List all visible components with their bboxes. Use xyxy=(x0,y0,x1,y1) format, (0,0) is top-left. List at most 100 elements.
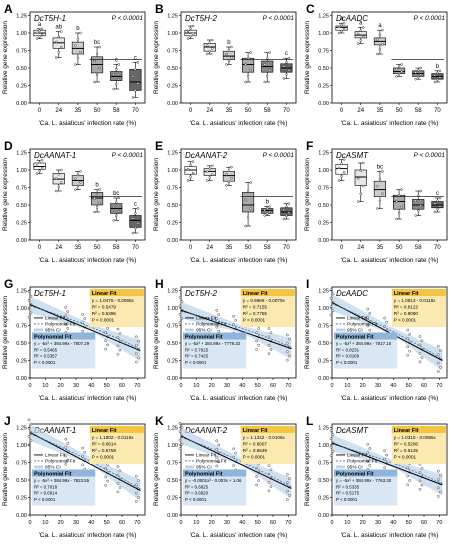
plot-frame xyxy=(29,11,146,104)
y-tick-label: 0.75 xyxy=(16,324,27,330)
poly-fit-title: Polynomial Fit xyxy=(34,334,72,340)
data-point xyxy=(206,179,209,182)
p-value: P < 0.0001 xyxy=(112,152,144,159)
linear-fit-stat: P < 0.0001 xyxy=(394,318,417,323)
y-tick-label: 0.50 xyxy=(16,341,27,347)
linear-fit-stat: y = 1.0310 - 0.0085x xyxy=(394,435,437,440)
data-point xyxy=(268,205,271,208)
y-tick-label: 0.25 xyxy=(16,84,27,90)
linear-fit-stat: R² = 0.6549 xyxy=(243,448,268,453)
data-point xyxy=(74,63,77,66)
data-point xyxy=(267,352,271,356)
data-point xyxy=(217,313,221,316)
data-point xyxy=(269,348,273,351)
ci-band xyxy=(181,427,292,499)
data-point xyxy=(414,71,417,74)
poly-fit-header xyxy=(334,469,398,477)
data-point xyxy=(230,56,233,59)
y-tick-label: 0.25 xyxy=(318,221,329,227)
data-point xyxy=(95,206,99,209)
data-point xyxy=(257,343,261,347)
data-point xyxy=(66,458,70,462)
y-axis-label: Relative gene expression xyxy=(304,296,311,369)
p-value: P < 0.0001 xyxy=(263,152,295,159)
legend-entry: Linear Fit xyxy=(45,316,66,322)
plot-frame xyxy=(180,423,297,516)
data-point xyxy=(93,197,96,200)
x-axis-label: 'Ca. L. asiaticus' infection rate (%) xyxy=(190,120,288,127)
data-point xyxy=(285,489,289,493)
x-axis-label: 'Ca. L. asiaticus' infection rate (%) xyxy=(341,532,439,539)
data-point xyxy=(269,468,273,472)
data-point xyxy=(282,217,286,221)
data-point xyxy=(419,204,422,207)
data-point xyxy=(340,175,343,178)
data-point xyxy=(55,40,58,44)
data-point xyxy=(134,226,137,230)
linear-fit-stat: R² = 0.5206 xyxy=(394,442,419,447)
data-point xyxy=(134,343,138,347)
x-tick-label: 10 xyxy=(193,520,199,526)
data-point xyxy=(29,311,33,315)
data-point xyxy=(436,71,439,75)
x-tick-label: 70 xyxy=(436,383,442,389)
y-tick-label: 1.25 xyxy=(16,289,27,295)
x-axis-label: 'Ca. L. asiaticus' infection rate (%) xyxy=(39,257,137,264)
data-point xyxy=(378,33,382,37)
box xyxy=(222,171,235,182)
data-point xyxy=(40,33,44,36)
x-tick-label: 0 xyxy=(189,245,193,251)
data-point xyxy=(381,170,384,173)
data-point xyxy=(266,212,269,215)
x-tick-label: 70 xyxy=(283,108,290,114)
y-tick-label: 0.25 xyxy=(167,359,178,365)
y-tick-label: 0.75 xyxy=(16,461,27,467)
x-tick-label: 30 xyxy=(73,383,79,389)
x-tick-label: 24 xyxy=(357,108,364,114)
box xyxy=(412,199,425,210)
data-point xyxy=(285,358,289,362)
data-point xyxy=(57,35,60,38)
linear-fit-stat: y = 1.0475 - 0.0095x xyxy=(92,298,135,303)
data-point xyxy=(81,329,85,333)
data-point xyxy=(438,205,442,208)
data-point xyxy=(118,348,122,352)
data-point xyxy=(406,474,410,478)
data-point xyxy=(38,29,41,32)
data-point xyxy=(366,442,370,446)
data-point xyxy=(418,360,422,364)
data-point xyxy=(246,216,250,219)
x-tick-label: 58 xyxy=(264,108,271,114)
linear-fit-header xyxy=(391,289,446,296)
linear-fit-header xyxy=(89,289,144,296)
x-tick-label: 50 xyxy=(396,108,403,114)
data-point xyxy=(359,192,362,196)
x-tick-label: 70 xyxy=(285,520,291,526)
data-point xyxy=(263,80,266,84)
plot-frame xyxy=(29,286,146,379)
data-point xyxy=(376,38,379,41)
linear-fit-line xyxy=(331,442,443,486)
data-point xyxy=(368,447,372,450)
box xyxy=(129,215,142,228)
data-point xyxy=(115,68,118,71)
data-point xyxy=(208,167,211,170)
x-tick-label: 35 xyxy=(75,245,82,251)
data-point xyxy=(417,69,420,72)
linear-fit-stat: R² = 0.8090 xyxy=(394,311,419,316)
data-point xyxy=(186,167,190,171)
data-point xyxy=(418,352,422,355)
data-point xyxy=(266,57,269,60)
data-point xyxy=(285,205,288,208)
gene-name: DcAANAT-1 xyxy=(34,426,76,435)
data-point xyxy=(287,493,291,497)
data-point xyxy=(217,460,221,464)
legend-entry: Linear Fit xyxy=(347,453,368,459)
y-tick-label: 1.25 xyxy=(318,289,329,295)
data-point xyxy=(57,185,60,189)
data-point xyxy=(208,50,211,53)
data-point xyxy=(104,475,108,479)
ci-band xyxy=(30,296,141,362)
y-tick-label: 0.50 xyxy=(16,66,27,72)
data-point xyxy=(189,164,192,167)
